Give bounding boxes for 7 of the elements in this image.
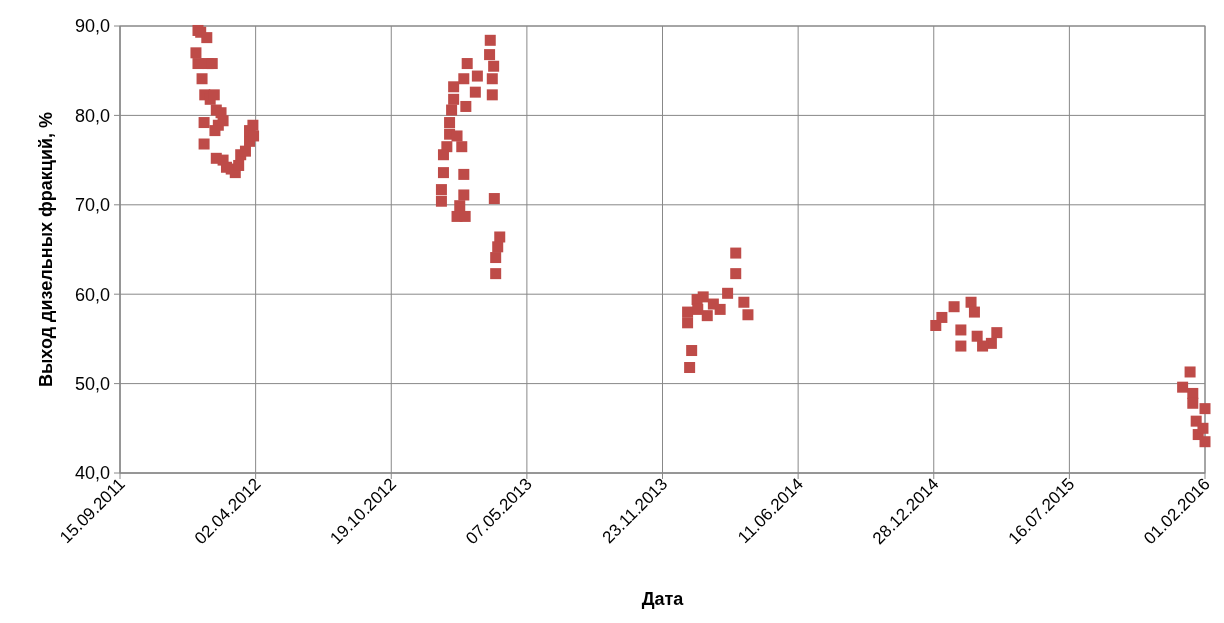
y-tick-label: 60,0: [74, 284, 110, 305]
y-axis-title: Выход дизельных фракций, %: [36, 111, 56, 388]
y-tick-label: 70,0: [74, 195, 110, 216]
y-tick-label: 80,0: [74, 105, 110, 126]
y-tick-label: 50,0: [74, 373, 110, 394]
x-axis-title: Дата: [641, 589, 685, 609]
y-tick-label: 90,0: [74, 16, 110, 37]
